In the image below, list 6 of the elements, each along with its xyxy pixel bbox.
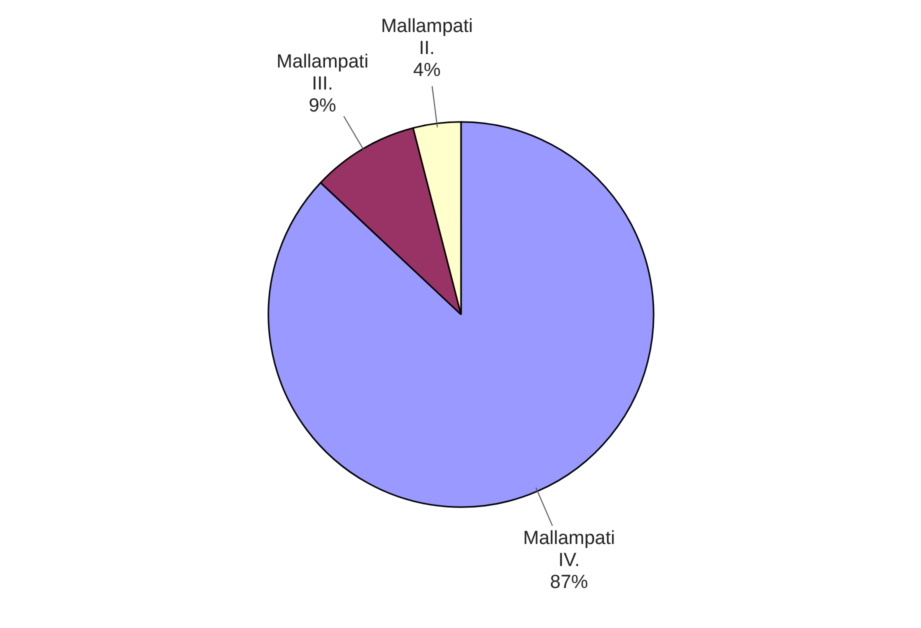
slice-label: Mallampati II. — [380, 16, 473, 60]
data-label: 4% — [413, 60, 441, 82]
slice-label: Mallampati IV. — [523, 528, 616, 571]
data-label: 9% — [308, 95, 336, 116]
data-label: 87% — [550, 572, 588, 593]
slice-label: Mallampati III. — [276, 51, 368, 94]
